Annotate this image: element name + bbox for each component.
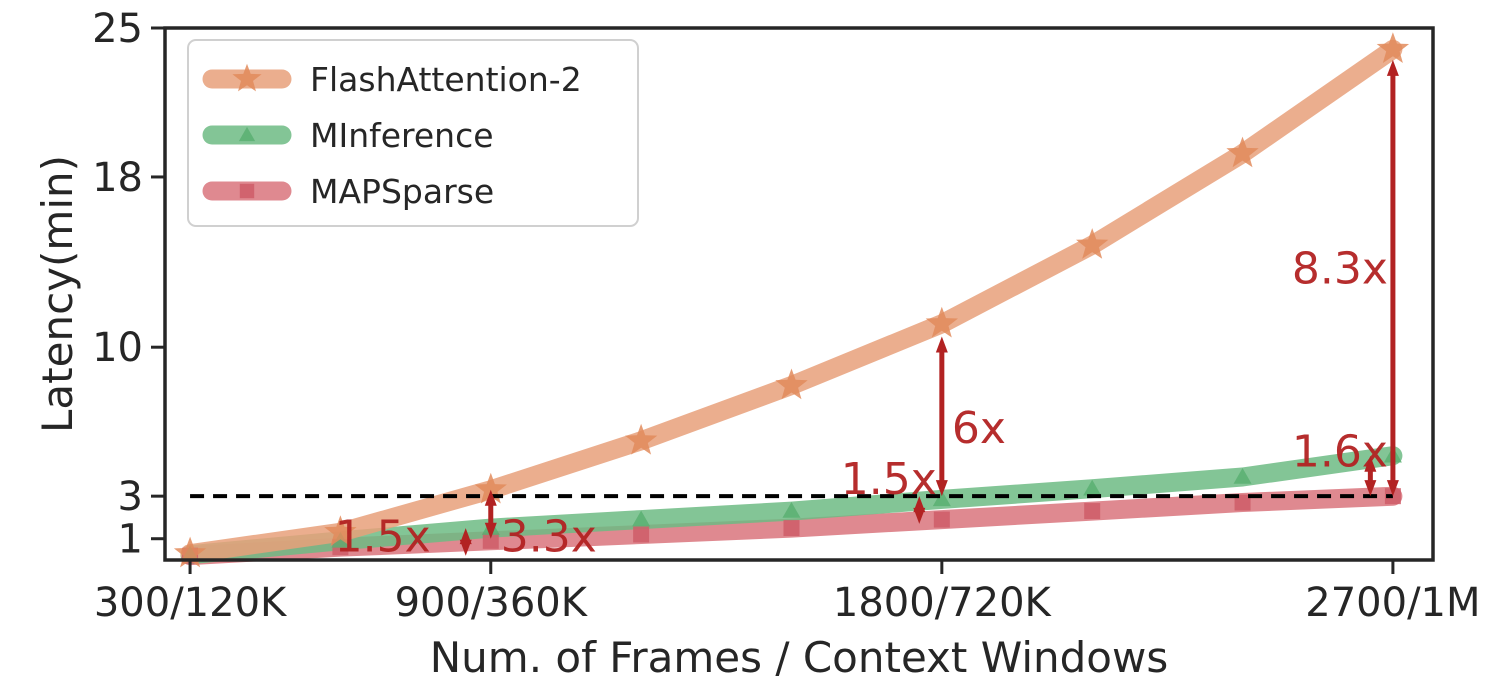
legend-box <box>187 39 639 227</box>
data-point-mapsparse-5 <box>933 511 950 528</box>
data-point-minference-3 <box>632 510 651 527</box>
axes: 300/120K 900/360K 1800/720K 2700/1M 13 10 18 25 <box>92 6 1480 626</box>
y-axis-label: Latency(min) <box>33 155 82 433</box>
arrow-head-up-5 <box>1386 59 1399 76</box>
data-point-mapsparse-6 <box>1084 503 1101 520</box>
legend-label-0: FlashAttention-2 <box>310 60 582 99</box>
y-tick-label-3: 18 <box>92 155 143 201</box>
arrow-head-up-1 <box>484 489 497 506</box>
data-point-minference-4 <box>782 502 801 518</box>
y-tick-label-0: 1 <box>118 517 143 563</box>
x-tick-label-3: 2700/1M <box>1305 580 1480 626</box>
data-point-flashattention-2-7 <box>1226 136 1259 168</box>
speedup-label-5: 8.3x <box>1292 243 1388 294</box>
x-tick-label-2: 1800/720K <box>833 580 1053 626</box>
data-point-mapsparse-4 <box>783 520 800 537</box>
data-point-flashattention-2-8 <box>1376 32 1410 63</box>
data-point-mapsparse-2 <box>482 532 499 549</box>
legend: FlashAttention-2 MInference MAPSparse <box>187 39 639 227</box>
arrow-head-down-3 <box>935 480 948 497</box>
plot-frame <box>163 26 1435 562</box>
data-point-minference-7 <box>1233 468 1252 484</box>
data-point-flashattention-2-4 <box>775 368 808 400</box>
data-point-flashattention-2-1 <box>324 515 357 547</box>
arrow-head-down-5 <box>1386 480 1399 497</box>
x-tick-label-1: 900/360K <box>395 580 589 626</box>
legend-label-1: MInference <box>310 116 494 155</box>
legend-marker-0 <box>232 63 262 92</box>
data-point-flashattention-2-2 <box>474 472 507 504</box>
arrow-head-down-4 <box>1364 480 1377 497</box>
arrow-head-down-1 <box>484 522 497 539</box>
data-point-flashattention-2-6 <box>1076 228 1109 259</box>
speedup-label-1: 3.3x <box>501 512 597 563</box>
legend-marker-2 <box>239 183 255 199</box>
speedup-label-0: 1.5x <box>335 512 431 563</box>
arrow-head-down-0 <box>459 539 472 556</box>
legend-marker-1 <box>238 126 256 142</box>
data-point-minference-1 <box>331 531 350 548</box>
x-axis-label: Num. of Frames / Context Windows <box>430 633 1168 682</box>
x-tick-label-0: 300/120K <box>94 580 288 626</box>
data-point-mapsparse-3 <box>633 526 650 543</box>
series-markers <box>173 32 1410 568</box>
y-tick-label-4: 25 <box>92 6 143 52</box>
arrow-head-down-2 <box>913 507 926 524</box>
data-point-minference-6 <box>1083 479 1102 496</box>
speedup-label-3: 6x <box>952 403 1006 454</box>
data-point-flashattention-2-3 <box>625 423 658 455</box>
arrow-head-up-3 <box>935 336 948 353</box>
speedup-annotations: 1.5x 3.3x 1.5x 6x 1.6x 8.3x <box>335 59 1399 563</box>
data-point-flashattention-2-5 <box>925 306 958 338</box>
data-point-flashattention-2-0 <box>173 536 207 568</box>
speedup-label-2: 1.5x <box>841 454 937 505</box>
legend-label-2: MAPSparse <box>310 172 494 211</box>
y-tick-label-2: 10 <box>92 325 143 371</box>
arrow-head-up-4 <box>1364 455 1377 472</box>
speedup-label-4: 1.6x <box>1292 426 1388 477</box>
data-point-mapsparse-7 <box>1234 494 1251 511</box>
y-tick-label-1: 3 <box>118 474 143 520</box>
data-point-minference-5 <box>932 490 951 507</box>
